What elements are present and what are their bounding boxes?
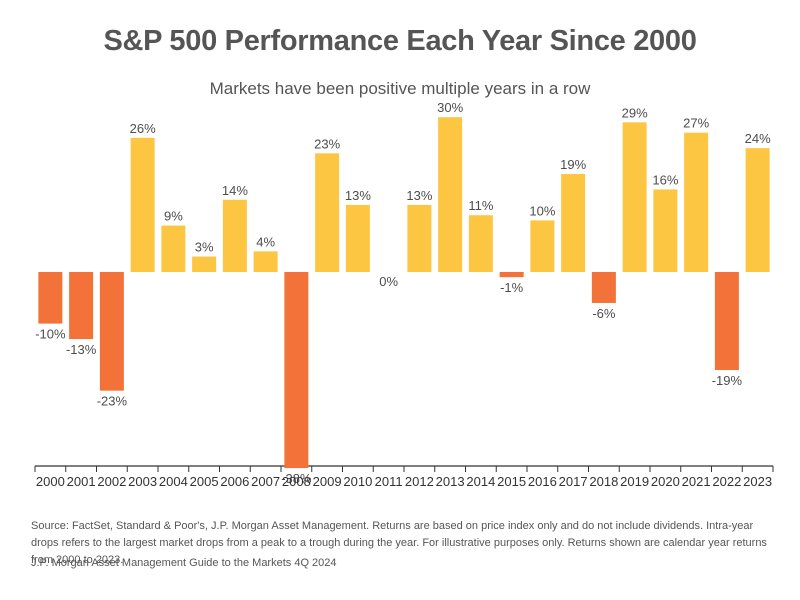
bar-2009: [315, 153, 340, 272]
x-tick-label-2013: 2013: [436, 474, 465, 489]
x-tick-label-2018: 2018: [589, 474, 618, 489]
bar-2014: [468, 215, 493, 272]
data-label-2000: -10%: [35, 327, 66, 342]
data-label-2002: -23%: [97, 394, 128, 409]
x-tick-label-2005: 2005: [190, 474, 219, 489]
x-tick-label-2000: 2000: [36, 474, 65, 489]
bar-2020: [653, 189, 678, 272]
bar-2001: [69, 272, 94, 340]
data-label-2011: 0%: [379, 274, 398, 289]
bar-2021: [684, 132, 709, 272]
source-note: Source: FactSet, Standard & Poor's, J.P.…: [31, 520, 767, 566]
bar-2022: [714, 272, 739, 371]
bar-2004: [161, 225, 186, 272]
data-label-2014: 11%: [468, 198, 493, 213]
x-tick-label-2002: 2002: [97, 474, 126, 489]
bar-2006: [222, 199, 247, 272]
chart-title: S&P 500 Performance Each Year Since 2000: [103, 25, 697, 57]
publication-note: J.P. Morgan Asset Management Guide to th…: [31, 557, 337, 569]
data-label-2008: -38%: [281, 471, 312, 486]
x-tick-label-2017: 2017: [559, 474, 588, 489]
x-tick-label-2019: 2019: [620, 474, 649, 489]
x-tick-label-2010: 2010: [343, 474, 372, 489]
data-label-2019: 29%: [622, 105, 648, 120]
bar-2015: [499, 272, 524, 278]
data-label-2012: 13%: [406, 188, 432, 203]
data-label-2003: 26%: [130, 121, 156, 136]
chart-subtitle: Markets have been positive multiple year…: [209, 79, 591, 98]
bar-2005: [192, 256, 217, 272]
bar-2000: [38, 272, 63, 324]
x-tick-label-2021: 2021: [682, 474, 711, 489]
x-tick-label-2004: 2004: [159, 474, 188, 489]
x-tick-label-2014: 2014: [466, 474, 495, 489]
x-tick-label-2006: 2006: [220, 474, 249, 489]
x-tick-label-2023: 2023: [743, 474, 772, 489]
x-tick-label-2020: 2020: [651, 474, 680, 489]
data-label-2018: -6%: [592, 306, 616, 321]
bar-2016: [530, 220, 555, 272]
data-label-2007: 4%: [256, 234, 275, 249]
data-label-2010: 13%: [345, 188, 371, 203]
data-label-2023: 24%: [745, 131, 771, 146]
x-tick-label-2012: 2012: [405, 474, 434, 489]
bar-2002: [99, 272, 124, 391]
bar-2010: [345, 204, 370, 272]
data-label-2009: 23%: [314, 136, 340, 151]
x-tick-label-2009: 2009: [313, 474, 342, 489]
data-label-2020: 16%: [652, 172, 678, 187]
bar-2017: [561, 173, 586, 272]
data-label-2015: -1%: [500, 280, 524, 295]
data-label-2021: 27%: [683, 116, 709, 131]
x-tick-label-2007: 2007: [251, 474, 280, 489]
data-label-2004: 9%: [164, 209, 183, 224]
data-label-2016: 10%: [529, 203, 555, 218]
bar-2018: [591, 272, 616, 303]
x-tick-label-2003: 2003: [128, 474, 157, 489]
bar-2003: [130, 137, 155, 272]
bar-2013: [438, 117, 463, 272]
x-tick-label-2022: 2022: [712, 474, 741, 489]
x-tick-label-2001: 2001: [67, 474, 96, 489]
data-label-2001: -13%: [66, 342, 97, 357]
data-label-2005: 3%: [195, 240, 214, 255]
data-label-2022: -19%: [712, 373, 743, 388]
bar-2007: [253, 251, 278, 272]
bar-2019: [622, 122, 647, 272]
bar-2012: [407, 204, 432, 272]
x-tick-label-2016: 2016: [528, 474, 557, 489]
bar-2008: [284, 272, 309, 469]
x-tick-label-2008: 2008: [282, 474, 311, 489]
data-label-2013: 30%: [437, 100, 463, 115]
bar-2023: [745, 148, 770, 272]
data-label-2017: 19%: [560, 157, 586, 172]
x-tick-label-2011: 2011: [375, 474, 403, 489]
x-tick-label-2015: 2015: [497, 474, 526, 489]
data-label-2006: 14%: [222, 183, 248, 198]
